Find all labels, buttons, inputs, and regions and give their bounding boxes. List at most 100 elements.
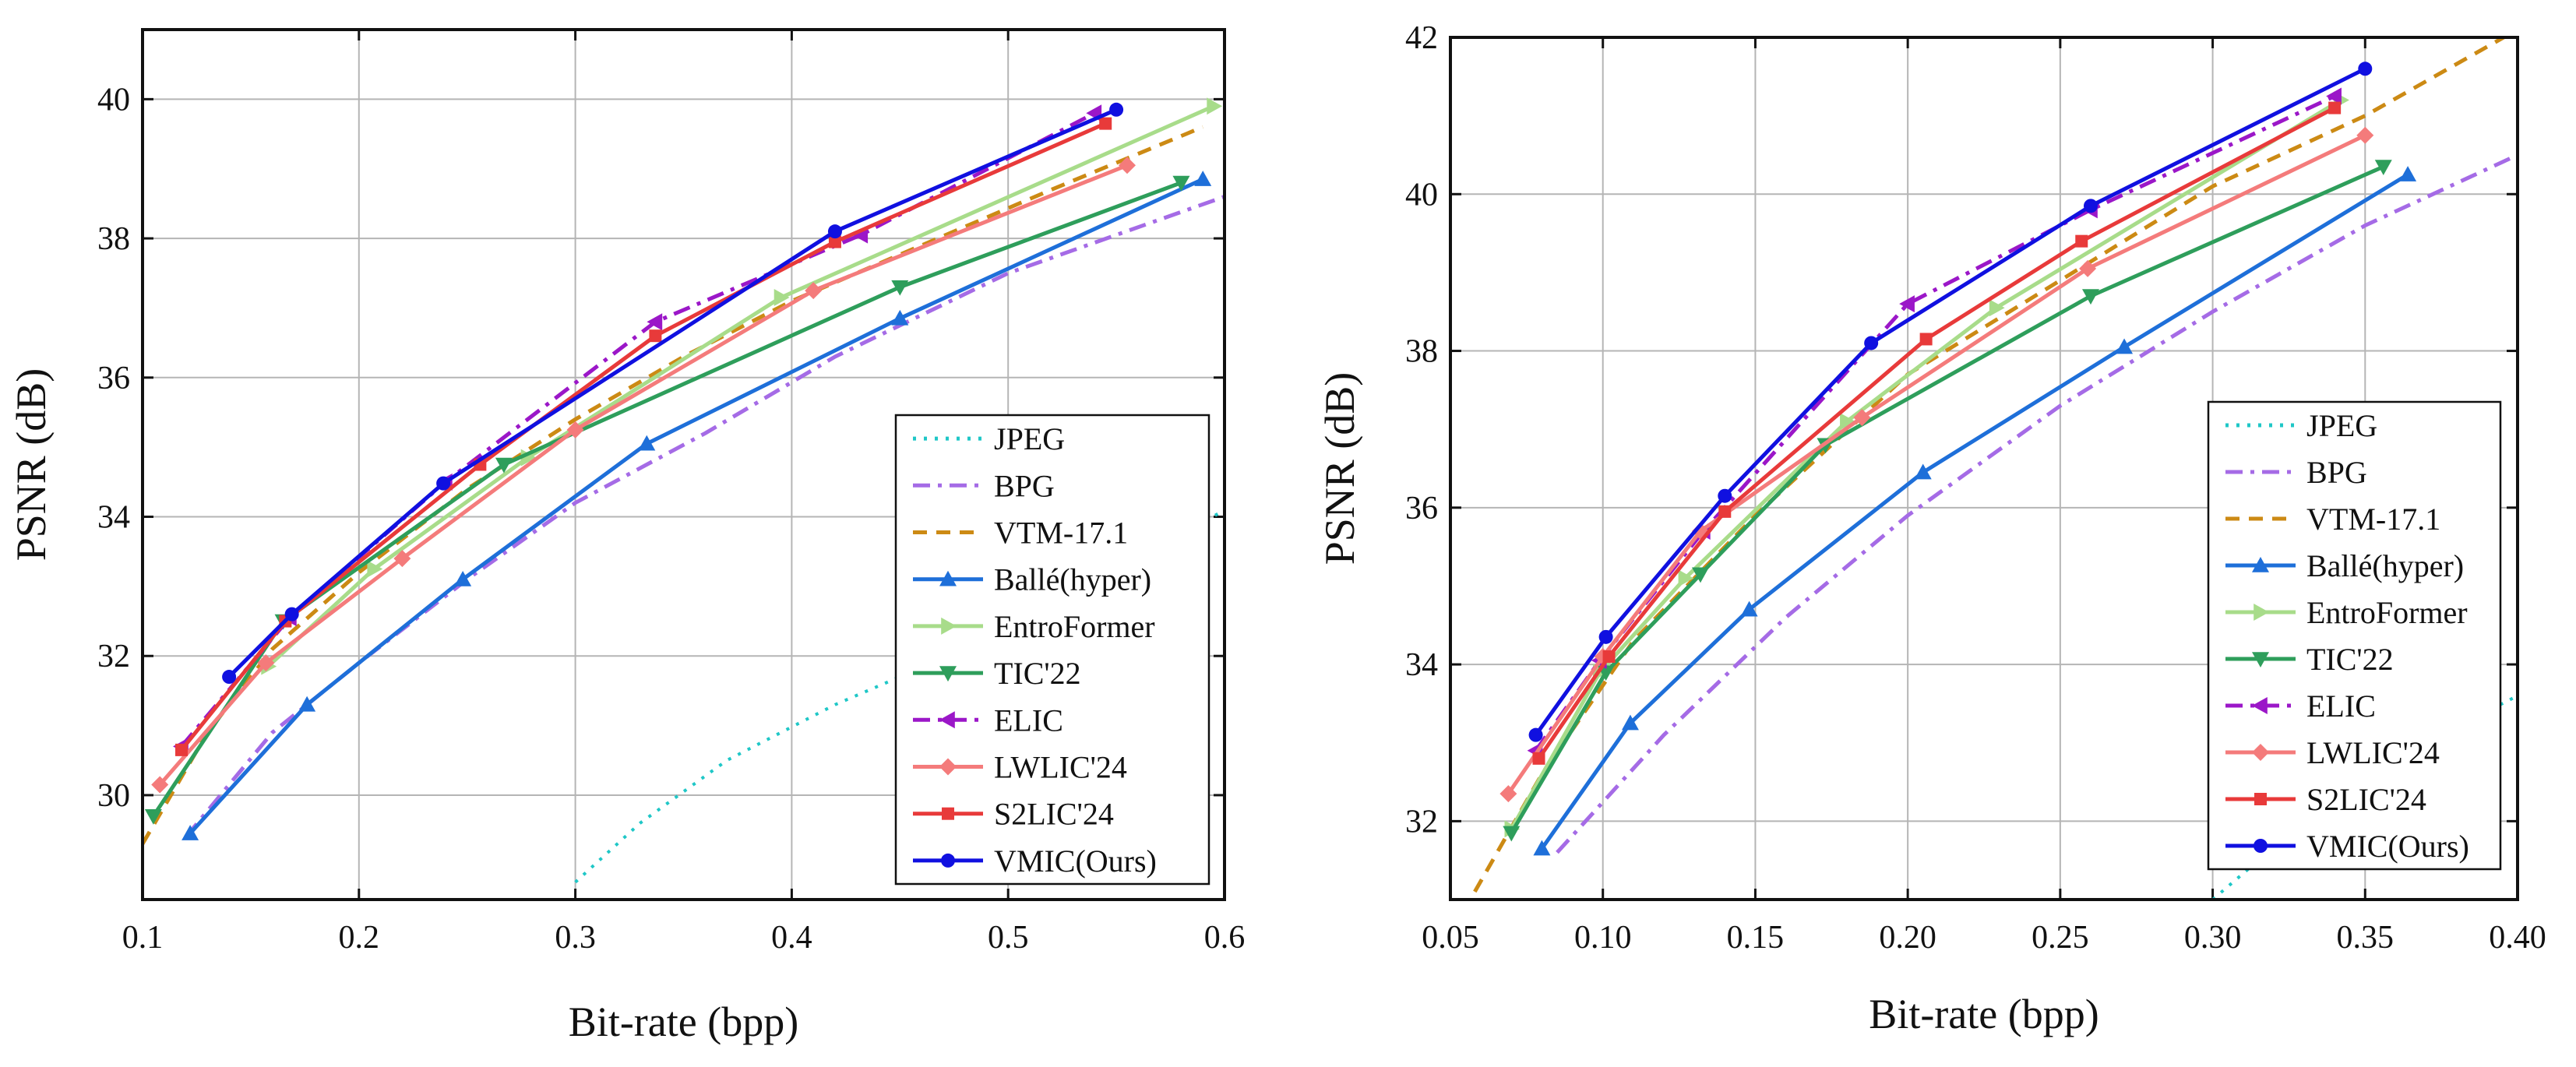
legend-item-bpg: BPG: [2225, 455, 2367, 490]
data-point-ball-hyper: [181, 825, 199, 840]
data-point-vmic-ours: [284, 607, 299, 622]
data-point-entroformer: [774, 289, 790, 307]
series-line-vmic-ours: [1534, 67, 2366, 737]
y-tick-label: 36: [97, 361, 130, 396]
data-point-vmic-ours: [1864, 336, 1879, 350]
legend-marker-vmic-ours: [941, 853, 955, 868]
data-point-lwlic-24: [2356, 126, 2374, 144]
legend-label-s2lic-24: S2LIC'24: [2306, 782, 2426, 817]
chart-left: 0.1 0.2 0.3 0.4 0.5 0.6 30 32 34 36 38 40 Bit-rate (…: [8, 28, 1246, 1045]
legend-marker-elic: [2252, 697, 2268, 714]
data-point-ball-hyper: [1740, 600, 1758, 617]
legend-item-elic: ELIC: [2225, 688, 2376, 724]
plot-frame: [141, 28, 1226, 901]
series-line-ball-hyper: [189, 177, 1204, 835]
y-axis-title: PSNR (dB): [8, 368, 55, 562]
legend-label-tic-22: TIC'22: [2306, 642, 2394, 677]
legend-marker-vmic-ours: [2254, 839, 2268, 853]
x-tick-label: 0.3: [555, 920, 596, 956]
x-tick-label: 0.05: [1422, 920, 1479, 956]
legend-label-entroformer: EntroFormer: [2306, 595, 2468, 630]
x-tick-label: 0.35: [2337, 920, 2395, 956]
y-tick-label: 34: [97, 500, 130, 536]
legend-item-tic-22: TIC'22: [2225, 642, 2394, 677]
x-tick-label: 0.40: [2489, 920, 2546, 956]
data-point-vmic-ours: [1598, 629, 1613, 644]
series-vmic-ours: [222, 102, 1124, 685]
x-axis-title: Bit-rate (bpp): [1869, 991, 2099, 1037]
x-tick-label: 0.30: [2184, 920, 2242, 956]
series-vmic-ours: [1528, 62, 2373, 742]
legend-item-ball-hyper: Ballé(hyper): [2225, 548, 2464, 583]
legend-label-s2lic-24: S2LIC'24: [994, 797, 1114, 832]
y-tick-label: 38: [1405, 334, 1438, 370]
legend-marker-lwlic-24: [939, 758, 957, 776]
series-tic-22: [1503, 160, 2392, 842]
data-point-vmic-ours: [827, 224, 842, 239]
series-lwlic-24: [151, 157, 1136, 794]
legend-label-bpg: BPG: [994, 468, 1055, 503]
legend-item-s2lic-24: S2LIC'24: [2225, 782, 2426, 817]
data-point-tic-22: [2374, 160, 2392, 176]
data-point-ball-hyper: [638, 435, 656, 451]
legend-label-ball-hyper: Ballé(hyper): [994, 562, 1151, 597]
data-point-entroformer: [1678, 569, 1694, 587]
legend-label-vmic-ours: VMIC(Ours): [994, 843, 1157, 879]
series-line-entroformer: [1510, 98, 2342, 830]
legend-item-ball-hyper: Ballé(hyper): [913, 562, 1151, 597]
y-tick-label: 38: [97, 221, 130, 257]
legend-marker-tic-22: [2252, 652, 2269, 667]
legend-item-jpeg: JPEG: [2225, 408, 2377, 443]
legend-label-tic-22: TIC'22: [994, 656, 1081, 691]
series-line-elic: [1534, 94, 2336, 752]
series-line-s2lic-24: [180, 121, 1107, 752]
data-point-ball-hyper: [1194, 171, 1212, 186]
data-point-s2lic-24: [2075, 234, 2088, 248]
data-point-lwlic-24: [151, 776, 169, 794]
data-point-s2lic-24: [1602, 650, 1616, 664]
data-point-lwlic-24: [805, 282, 823, 300]
legend-marker-entroformer: [2254, 604, 2269, 621]
data-point-ball-hyper: [298, 695, 316, 712]
chart-right: 0.05 0.10 0.15 0.20 0.25 0.30 0.35 0.40 32 34 36 38…: [1316, 20, 2546, 1037]
data-point-elic: [2326, 87, 2342, 105]
legend-label-ball-hyper: Ballé(hyper): [2306, 548, 2464, 583]
x-tick-label: 0.5: [988, 920, 1029, 956]
data-point-lwlic-24: [257, 654, 275, 672]
data-point-ball-hyper: [891, 309, 909, 326]
series-line-vtm-17-1: [143, 125, 1204, 845]
data-point-s2lic-24: [2328, 101, 2342, 114]
legend-label-lwlic-24: LWLIC'24: [2306, 735, 2440, 770]
series-group: [143, 97, 1225, 884]
x-tick-label: 0.2: [339, 920, 380, 956]
legend-item-vmic-ours: VMIC(Ours): [913, 843, 1157, 879]
legend-box: [894, 414, 1210, 886]
data-point-ball-hyper: [2399, 166, 2417, 181]
y-tick-label: 34: [1405, 647, 1438, 683]
y-tick-label: 40: [97, 82, 130, 118]
data-point-entroformer: [1207, 97, 1223, 115]
x-tick-label: 0.6: [1204, 920, 1246, 956]
legend-label-bpg: BPG: [2306, 455, 2367, 490]
series-bpg: [1556, 153, 2518, 854]
series-line-ball-hyper: [1540, 172, 2409, 850]
legend-item-entroformer: EntroFormer: [913, 609, 1155, 644]
series-line-s2lic-24: [1537, 106, 2336, 760]
series-line-bpg: [1556, 153, 2518, 854]
data-point-lwlic-24: [1118, 157, 1136, 174]
data-point-entroformer: [367, 560, 383, 578]
y-tick-label: 32: [97, 639, 130, 674]
series-line-lwlic-24: [1506, 133, 2366, 795]
legend-marker-tic-22: [939, 666, 957, 682]
legend-label-vtm-17-1: VTM-17.1: [994, 516, 1128, 551]
series-lwlic-24: [1499, 126, 2374, 803]
legend-label-jpeg: JPEG: [994, 421, 1065, 456]
data-point-tic-22: [1691, 567, 1709, 583]
data-point-s2lic-24: [1919, 333, 1933, 346]
legend-box: [2207, 400, 2502, 871]
data-point-lwlic-24: [393, 550, 411, 568]
legend-label-vmic-ours: VMIC(Ours): [2306, 829, 2469, 864]
y-tick-label: 32: [1405, 804, 1438, 840]
axes: 0.05 0.10 0.15 0.20 0.25 0.30 0.35 0.40 32 34 36 38…: [1405, 20, 2546, 956]
